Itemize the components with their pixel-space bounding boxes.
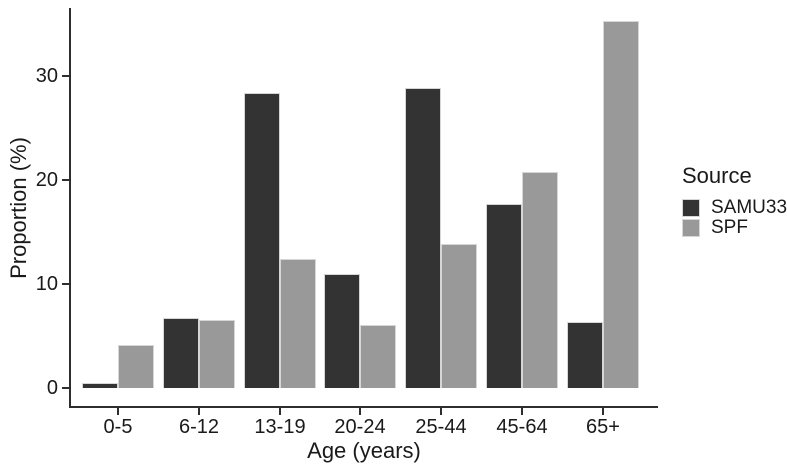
- legend-swatch-SAMU33: [682, 198, 700, 217]
- bar-SAMU33-25-44: [405, 88, 441, 388]
- legend-item-SPF: SPF: [682, 218, 787, 237]
- y-tick-label-10: 10: [35, 273, 58, 295]
- bar-SAMU33-0-5: [82, 383, 118, 388]
- y-axis-title: Proportion (%): [6, 137, 31, 279]
- y-tick-label-0: 0: [46, 377, 58, 399]
- x-tick-65+: [602, 408, 604, 415]
- bar-SPF-20-24: [360, 325, 396, 388]
- x-tick-label-0-5: 0-5: [103, 416, 133, 438]
- x-tick-label-45-64: 45-64: [496, 416, 548, 438]
- bar-SPF-25-44: [441, 244, 477, 388]
- x-tick-25-44: [440, 408, 442, 415]
- legend-items: SAMU33 SPF: [682, 198, 787, 237]
- x-tick-label-20-24: 20-24: [334, 416, 386, 438]
- legend-title: Source: [682, 163, 752, 188]
- y-tick-label-20: 20: [35, 169, 58, 191]
- bar-SPF-45-64: [522, 172, 558, 388]
- bar-SAMU33-20-24: [324, 274, 360, 388]
- y-tick-20: [62, 179, 69, 181]
- y-axis-line: [69, 8, 71, 408]
- x-axis-title: Age (years): [307, 438, 421, 463]
- bar-SAMU33-45-64: [486, 204, 522, 388]
- bar-SPF-65+: [603, 21, 639, 388]
- legend-item-SAMU33: SAMU33: [682, 198, 787, 217]
- legend: Source SAMU33 SPF: [682, 163, 787, 238]
- x-tick-label-25-44: 25-44: [415, 416, 467, 438]
- legend-label-SAMU33: SAMU33: [711, 197, 787, 218]
- x-tick-6-12: [198, 408, 200, 415]
- legend-label-SPF: SPF: [711, 217, 748, 238]
- y-tick-0: [62, 387, 69, 389]
- x-tick-0-5: [117, 408, 119, 415]
- x-tick-20-24: [359, 408, 361, 415]
- x-tick-label-13-19: 13-19: [254, 416, 306, 438]
- y-tick-30: [62, 75, 69, 77]
- x-tick-45-64: [521, 408, 523, 415]
- y-tick-10: [62, 283, 69, 285]
- bar-SAMU33-6-12: [163, 318, 199, 388]
- legend-swatch-SPF: [682, 218, 700, 237]
- bar-SPF-6-12: [199, 320, 235, 388]
- bar-SPF-13-19: [280, 259, 316, 388]
- bar-SAMU33-13-19: [244, 93, 280, 388]
- y-tick-label-30: 30: [35, 65, 58, 87]
- bar-SAMU33-65+: [567, 322, 603, 388]
- x-tick-13-19: [279, 408, 281, 415]
- x-axis-line: [69, 406, 658, 408]
- x-tick-label-6-12: 6-12: [178, 416, 220, 438]
- bar-SPF-0-5: [118, 345, 154, 388]
- x-tick-label-65+: 65+: [586, 416, 620, 438]
